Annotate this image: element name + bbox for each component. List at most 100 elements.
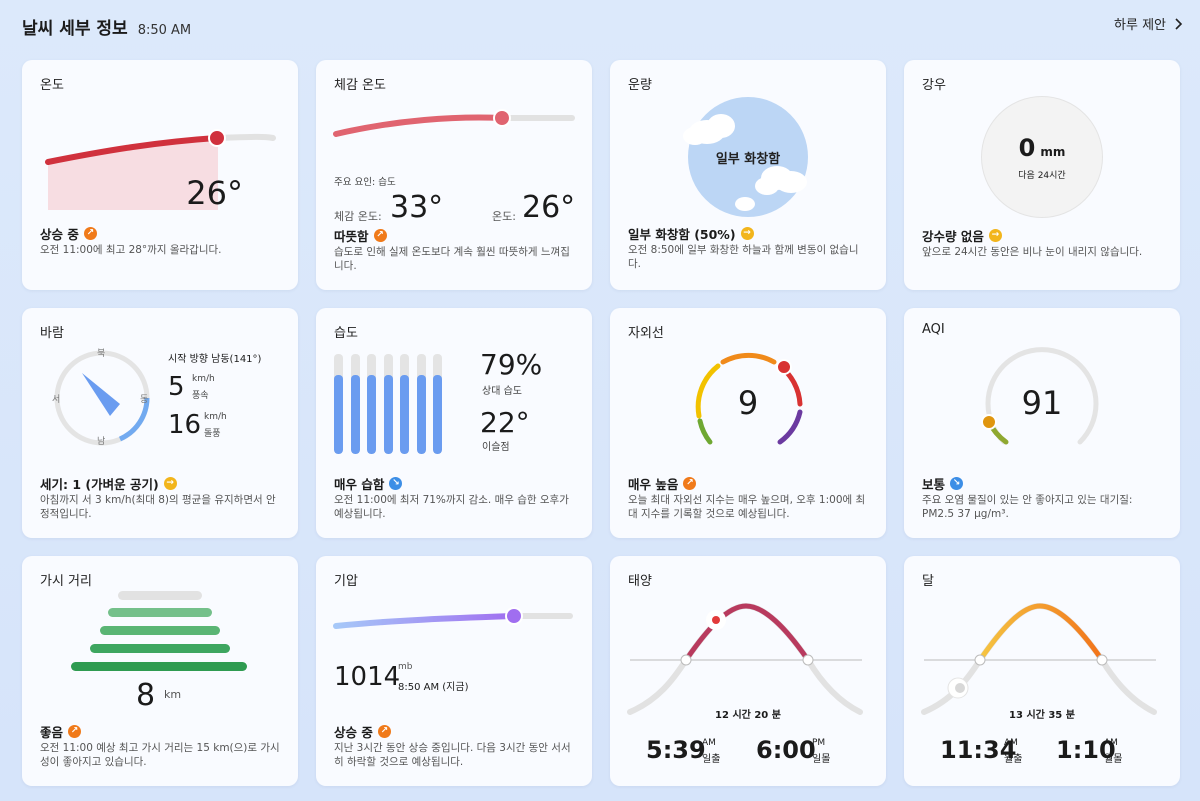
sun-card[interactable]: 태양 12 시간 20 분 5:39 AM 일출 6:00 PM 일몰	[610, 556, 886, 786]
moon-title: 달	[922, 574, 934, 589]
wind-desc: 아침까지 서 3 km/h(최대 8)의 평균을 유지하면서 안정적입니다.	[40, 494, 276, 520]
compass-west: 서	[52, 395, 61, 405]
temperature-value: 26°	[186, 174, 243, 212]
humidity-bars	[334, 354, 444, 454]
cloud-cover-card[interactable]: 운량 일부 화창함 일부 화창함 (50%) → 오전 8:50에 일부 화창한…	[610, 60, 886, 290]
humidity-value: 79%	[480, 348, 543, 381]
feels-like-label: 체감 온도:	[334, 210, 382, 223]
precipitation-status-label: 강수량 없음	[922, 229, 984, 244]
humidity-title: 습도	[334, 326, 358, 341]
trend-flat-icon: →	[740, 227, 754, 240]
wind-direction-icon	[82, 373, 120, 416]
feels-like-title: 체감 온도	[334, 78, 386, 93]
wind-gust: 16	[168, 410, 202, 440]
visibility-title: 가시 거리	[40, 574, 92, 589]
compass-east: 동	[140, 395, 149, 405]
precipitation-amount-row: 0 mm	[904, 134, 1180, 162]
cloud-cover-title: 운량	[628, 78, 652, 93]
humidity-bar-fill	[367, 375, 376, 454]
aqi-status-label: 보통	[922, 477, 946, 492]
temperature-status: 상승 중 ↗	[40, 224, 97, 243]
sun-arc	[627, 602, 863, 715]
feels-like-value: 33°	[390, 190, 444, 225]
feels-like-card[interactable]: 체감 온도 주요 요인: 습도 체감 온도: 33° 온도: 26° 따뜻함 ↗…	[316, 60, 592, 290]
wind-status: 세기: 1 (가벼운 공기) →	[40, 474, 177, 493]
cloud-status: 일부 화창함 (50%) →	[628, 224, 754, 243]
wind-speed: 5	[168, 372, 185, 402]
dew-point-label: 이슬점	[482, 442, 510, 453]
humidity-card[interactable]: 습도 79% 상대 습도 22° 이슬점 매우 습함 ↘ 오전 11:00에 최…	[316, 308, 592, 538]
temperature-desc: 오전 11:00에 최고 28°까지 올라갑니다.	[40, 244, 222, 256]
chevron-right-icon	[1175, 17, 1183, 30]
sunrise-label: 일출	[702, 754, 721, 765]
precipitation-amount: 0	[1018, 134, 1036, 162]
feels-like-factor: 주요 요인: 습도	[334, 177, 396, 188]
trend-up-icon: ↗	[377, 725, 391, 738]
wind-gust-label: 돌풍	[204, 429, 221, 439]
page-header: 날씨 세부 정보 8:50 AM	[22, 14, 191, 39]
trend-up-icon: ↗	[83, 227, 97, 240]
aqi-gauge	[981, 347, 1099, 445]
wind-compass	[54, 350, 150, 446]
trend-flat-icon: →	[988, 229, 1002, 242]
humidity-bar-fill	[416, 375, 426, 454]
pressure-card[interactable]: 기압 1014 mb 8:50 AM (지금) 상승 중 ↗ 지난 3시간 동안…	[316, 556, 592, 786]
humidity-bar	[433, 354, 442, 454]
wind-card[interactable]: 바람 북 동 남 서 시작 방향 남동(141°) 5 km/h 풍속 16 k…	[22, 308, 298, 538]
uv-desc: 오늘 최대 자외선 지수는 매우 높으며, 오후 1:00에 최대 지수를 기록…	[628, 494, 866, 520]
feels-like-gauge	[333, 109, 575, 137]
wind-speed-unit: km/h	[192, 374, 215, 384]
sun-title: 태양	[628, 574, 652, 589]
pressure-status: 상승 중 ↗	[334, 722, 391, 741]
actual-temp-value: 26°	[522, 190, 576, 225]
uv-value: 9	[737, 384, 759, 422]
sunset-time: 6:00	[756, 736, 816, 764]
humidity-bar	[334, 354, 343, 454]
cloud-desc: 오전 8:50에 일부 화창한 하늘과 함께 변동이 없습니다.	[628, 244, 859, 270]
humidity-bar-fill	[433, 375, 442, 454]
precipitation-period: 다음 24시간	[1018, 171, 1066, 181]
wind-status-label: 세기: 1 (가벼운 공기)	[40, 477, 159, 492]
humidity-bar	[367, 354, 376, 454]
pressure-value: 1014	[334, 662, 401, 692]
precipitation-card[interactable]: 강우 0 mm 다음 24시간 강수량 없음 → 앞으로 24시간 동안은 비나…	[904, 60, 1180, 290]
wind-speed-label: 풍속	[192, 391, 209, 401]
moonrise-label: 월출	[1004, 754, 1023, 765]
sunset-ampm: PM	[812, 738, 826, 748]
cloud-icon	[683, 97, 808, 217]
aqi-card[interactable]: AQI 91 보통 ↘ 주요 오염 물질이 있는 안 좋아지고 있는 대기질: …	[904, 308, 1180, 538]
compass-north: 북	[97, 349, 106, 359]
precipitation-unit: mm	[1040, 145, 1066, 159]
pressure-status-label: 상승 중	[334, 725, 373, 740]
pressure-time: 8:50 AM (지금)	[398, 682, 469, 693]
moon-card[interactable]: 달 13 시간 35 분 11:34 AM 월출 1:10 AM 월몰	[904, 556, 1180, 786]
temperature-title: 온도	[40, 78, 64, 93]
daily-suggestion-link[interactable]: 하루 제안	[1114, 14, 1183, 33]
uv-status: 매우 높음 ↗	[628, 474, 697, 493]
aqi-value: 91	[1021, 384, 1063, 422]
sunset-label: 일몰	[812, 754, 831, 765]
moonrise-ampm: AM	[1004, 738, 1018, 748]
temperature-card[interactable]: 온도 26° 상승 중 ↗ 오전 11:00에 최고 28°까지 올라갑니다.	[22, 60, 298, 290]
humidity-bar-fill	[383, 375, 393, 454]
visibility-unit: km	[164, 688, 182, 701]
humidity-bar	[350, 354, 360, 454]
daily-suggestion-label: 하루 제안	[1114, 18, 1166, 33]
cloud-center-label: 일부 화창함	[715, 152, 781, 167]
humidity-bar	[383, 354, 393, 454]
precipitation-gauge	[981, 96, 1103, 218]
feels-like-status-label: 따뜻함	[334, 229, 369, 244]
pressure-title: 기압	[334, 574, 358, 589]
actual-temp-label: 온도:	[492, 210, 516, 223]
humidity-status: 매우 습함 ↘	[334, 474, 403, 493]
humidity-bar-fill	[334, 375, 343, 454]
trend-up-icon: ↗	[373, 229, 387, 242]
humidity-desc: 오전 11:00에 최저 71%까지 감소. 매우 습한 오후가 예상됩니다.	[334, 494, 569, 520]
trend-up-icon: ↗	[68, 725, 82, 738]
trend-up-icon: ↗	[683, 477, 697, 490]
uv-index-card[interactable]: 자외선 9 매우 높음 ↗ 오늘 최대 자외선 지수는 매우 높으며, 오후 1…	[610, 308, 886, 538]
sunrise-time: 5:39	[646, 736, 706, 764]
moonset-time: 1:10	[1056, 736, 1116, 764]
visibility-card[interactable]: 가시 거리 8 km 좋음 ↗ 오전 11:00 예상 최고 가시 거리는 15…	[22, 556, 298, 786]
precipitation-desc: 앞으로 24시간 동안은 비나 눈이 내리지 않습니다.	[922, 246, 1143, 258]
